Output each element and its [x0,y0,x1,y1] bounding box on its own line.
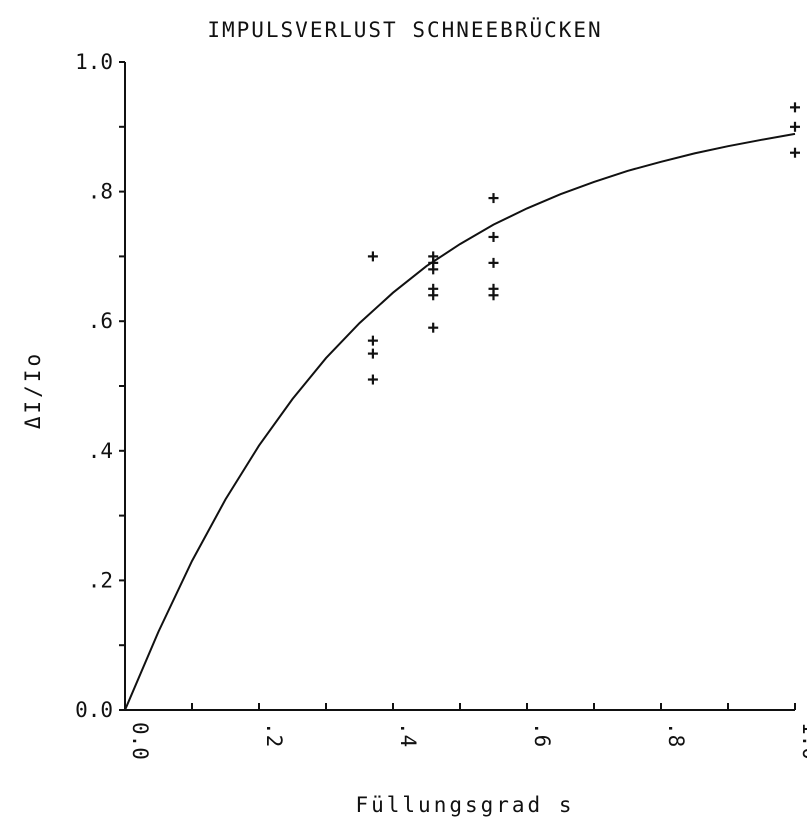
data-point [488,193,499,204]
fit-curve [124,132,796,711]
data-point [488,290,499,301]
chart-title: IMPULSVERLUST SCHNEEBRÜCKEN [207,17,602,42]
data-point [367,348,378,359]
axes [119,61,796,711]
x-axis-label: Füllungsgrad s [355,793,574,817]
data-point [428,264,439,275]
y-axis-label: ΔI/Io [21,351,45,429]
y-tick-label: .4 [88,439,113,463]
y-tick-label: .8 [88,180,113,204]
y-tick-label: 0.0 [75,698,113,722]
x-tick-label: .2 [262,722,286,747]
y-tick-label: 1.0 [75,50,113,74]
data-points [367,102,800,385]
data-point [428,290,439,301]
y-tick-label: .2 [88,568,113,592]
x-tick-label: .6 [530,722,554,747]
data-point [790,102,800,113]
x-tick-label: .8 [664,722,688,747]
data-point [367,374,378,385]
data-point [428,322,439,333]
data-point [488,231,499,242]
x-tick-label: 0.0 [128,722,152,760]
data-point [367,251,378,262]
y-tick-label: .6 [88,309,113,333]
x-axis-tick-labels: 0.0 .2 .4 .6 .8 1.0 [128,722,807,760]
data-point [367,335,378,346]
x-tick-label: 1.0 [798,722,807,760]
data-point [790,121,800,132]
data-point [488,257,499,268]
y-axis-tick-labels: 0.0 .2 .4 .6 .8 1.0 [75,50,113,722]
x-tick-label: .4 [396,722,420,747]
data-point [790,147,800,158]
